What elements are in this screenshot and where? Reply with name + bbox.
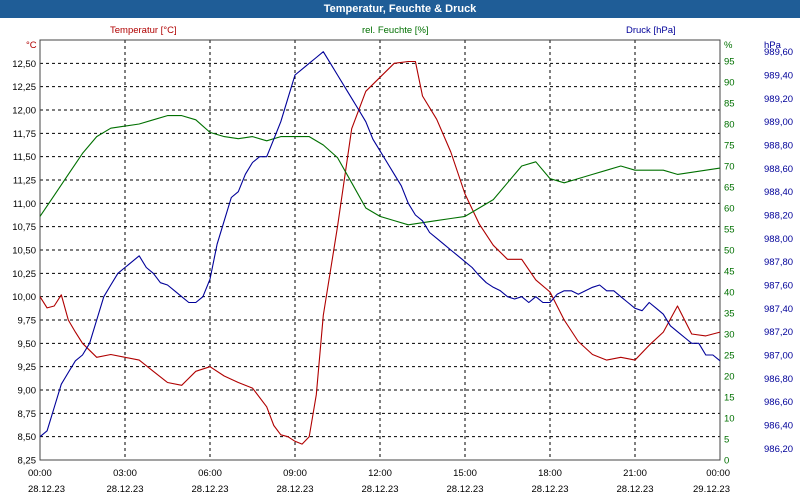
temp-tick-label: 12,50 xyxy=(12,59,36,70)
pressure-tick-label: 987,20 xyxy=(764,327,793,338)
humidity-tick-label: 10 xyxy=(724,414,735,425)
axis-headers: °C Temperatur [°C] rel. Feuchte [%] Druck [… xyxy=(26,25,782,51)
pressure-tick-label: 989,20 xyxy=(764,94,793,105)
humidity-tick-label: 20 xyxy=(724,372,735,383)
pressure-tick-label: 989,60 xyxy=(764,47,793,58)
x-date-label: 28.12.23 xyxy=(362,484,399,495)
pressure-tick-label: 989,00 xyxy=(764,117,793,128)
temp-tick-label: 11,00 xyxy=(13,199,36,210)
x-time-label: 09:00 xyxy=(283,468,307,479)
temp-tick-label: 11,25 xyxy=(13,176,36,187)
x-date-label: 28.12.23 xyxy=(28,484,65,495)
x-date-label: 28.12.23 xyxy=(192,484,229,495)
x-time-label: 06:00 xyxy=(198,468,222,479)
x-time-label: 18:00 xyxy=(538,468,562,479)
x-time-label: 03:00 xyxy=(113,468,137,479)
humidity-unit-label: % xyxy=(724,40,733,51)
plot-frame xyxy=(39,39,721,461)
temp-tick-label: 12,00 xyxy=(12,106,36,117)
x-date-label: 28.12.23 xyxy=(107,484,144,495)
temp-tick-label: 10,00 xyxy=(12,292,36,303)
window-title: Temperatur, Feuchte & Druck xyxy=(0,0,800,18)
x-time-label: 00:00 xyxy=(28,468,52,479)
humidity-tick-label: 0 xyxy=(724,456,729,467)
pressure-tick-label: 987,80 xyxy=(764,257,793,268)
temp-axis-title: Temperatur [°C] xyxy=(110,25,177,36)
pressure-tick-label: 986,80 xyxy=(764,374,793,385)
humidity-tick-label: 25 xyxy=(724,351,735,362)
pressure-tick-label: 989,40 xyxy=(764,71,793,82)
humidity-tick-label: 90 xyxy=(724,78,735,89)
series-line-press xyxy=(39,51,721,438)
humidity-tick-label: 95 xyxy=(724,57,735,68)
temp-tick-label: 11,75 xyxy=(13,129,36,140)
x-time-label: 21:00 xyxy=(623,468,647,479)
humidity-tick-label: 60 xyxy=(724,204,735,215)
humidity-tick-label: 40 xyxy=(724,288,735,299)
pressure-tick-label: 987,60 xyxy=(764,281,793,292)
pressure-tick-label: 988,60 xyxy=(764,164,793,175)
temp-unit-label: °C xyxy=(26,40,37,51)
x-date-label: 28.12.23 xyxy=(277,484,314,495)
x-date-label: 28.12.23 xyxy=(532,484,569,495)
x-date-label: 28.12.23 xyxy=(617,484,654,495)
temp-tick-label: 11,50 xyxy=(13,152,36,163)
temp-tick-label: 10,50 xyxy=(12,246,36,257)
series-line-hum xyxy=(39,115,721,226)
x-time-label: 12:00 xyxy=(368,468,392,479)
temp-tick-label: 8,50 xyxy=(18,432,37,443)
x-time-label: 15:00 xyxy=(453,468,477,479)
humidity-tick-label: 65 xyxy=(724,183,735,194)
tick-labels: 8,25 8,50 8,75 9,00 9,25 9,50 9,75 10,00 10,25 10… xyxy=(12,47,793,495)
temp-tick-label: 9,00 xyxy=(18,386,37,397)
series-line-temp xyxy=(39,60,721,445)
humidity-tick-label: 30 xyxy=(724,330,735,341)
humidity-tick-label: 75 xyxy=(724,141,735,152)
temp-tick-label: 9,25 xyxy=(18,362,37,373)
humidity-tick-label: 70 xyxy=(724,162,735,173)
temp-tick-label: 12,25 xyxy=(12,82,36,93)
temp-tick-label: 9,50 xyxy=(18,339,37,350)
humidity-tick-label: 45 xyxy=(724,267,735,278)
pressure-tick-label: 988,20 xyxy=(764,211,793,222)
x-date-label: 28.12.23 xyxy=(447,484,484,495)
humidity-tick-label: 55 xyxy=(724,225,735,236)
pressure-tick-label: 988,40 xyxy=(764,187,793,198)
pressure-tick-label: 986,20 xyxy=(764,444,793,455)
temp-tick-label: 8,25 xyxy=(18,456,37,467)
series-lines xyxy=(39,51,721,445)
humidity-tick-label: 50 xyxy=(724,246,735,257)
humidity-tick-label: 35 xyxy=(724,309,735,320)
temp-tick-label: 10,75 xyxy=(12,222,36,233)
temp-tick-label: 8,75 xyxy=(18,409,37,420)
humidity-tick-label: 85 xyxy=(724,99,735,110)
pressure-tick-label: 986,60 xyxy=(764,397,793,408)
x-date-label: 29.12.23 xyxy=(693,484,730,495)
pressure-tick-label: 987,00 xyxy=(764,351,793,362)
pressure-tick-label: 988,80 xyxy=(764,141,793,152)
x-time-label: 00:00 xyxy=(706,468,730,479)
pressure-unit-label: hPa xyxy=(764,40,782,51)
pressure-tick-label: 988,00 xyxy=(764,234,793,245)
temp-tick-label: 10,25 xyxy=(12,269,36,280)
humidity-tick-label: 5 xyxy=(724,435,729,446)
pressure-tick-label: 986,40 xyxy=(764,421,793,432)
grid xyxy=(40,40,720,460)
humidity-tick-label: 15 xyxy=(724,393,735,404)
humidity-axis-title: rel. Feuchte [%] xyxy=(362,25,429,36)
humidity-tick-label: 80 xyxy=(724,120,735,131)
temp-tick-label: 9,75 xyxy=(18,316,37,327)
pressure-tick-label: 987,40 xyxy=(764,304,793,315)
pressure-axis-title: Druck [hPa] xyxy=(626,25,676,36)
